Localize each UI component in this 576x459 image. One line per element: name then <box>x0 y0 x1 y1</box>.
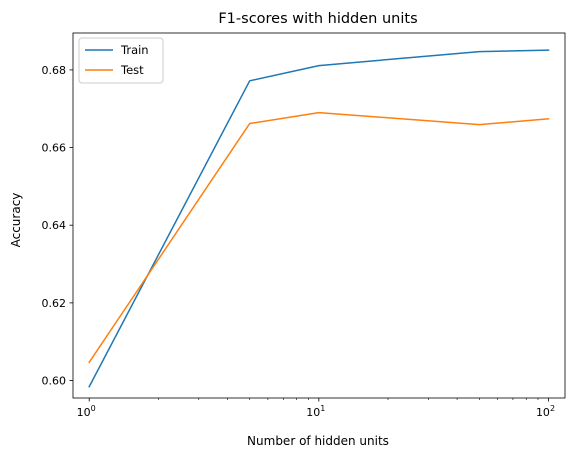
y-tick-label: 0.60 <box>42 375 67 388</box>
x-tick-exponent: 2 <box>550 404 555 413</box>
x-tick-label: 100 <box>77 404 96 419</box>
x-tick-label: 101 <box>306 404 325 419</box>
x-tick-exponent: 0 <box>91 404 96 413</box>
y-axis-label: Accuracy <box>9 193 23 248</box>
x-tick-base: 10 <box>77 406 91 419</box>
axes-frame <box>72 32 566 399</box>
x-axis-label: Number of hidden units <box>247 434 389 448</box>
legend-label-train: Train <box>120 43 149 57</box>
legend-label-test: Test <box>120 63 144 77</box>
x-tick-base: 10 <box>306 406 320 419</box>
x-tick-base: 10 <box>536 406 550 419</box>
y-tick-label: 0.68 <box>42 64 67 77</box>
y-tick-label: 0.66 <box>42 142 67 155</box>
series-layer <box>88 49 550 388</box>
legend: Train Test <box>78 37 164 84</box>
y-tick-label: 0.62 <box>42 297 67 310</box>
chart-title: F1-scores with hidden units <box>218 11 417 27</box>
series-line-train <box>88 49 550 388</box>
series-line-test <box>88 111 550 364</box>
x-tick-exponent: 1 <box>320 404 325 413</box>
x-tick-label: 102 <box>536 404 555 419</box>
y-tick-label: 0.64 <box>42 219 67 232</box>
